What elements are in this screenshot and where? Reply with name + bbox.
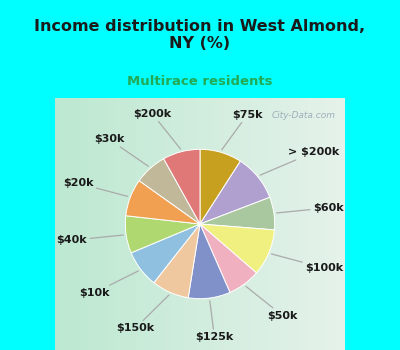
Text: $50k: $50k [246,286,298,321]
Wedge shape [200,224,274,273]
Text: $150k: $150k [116,295,169,333]
Text: $100k: $100k [272,254,343,273]
Wedge shape [154,224,200,298]
Wedge shape [126,181,200,224]
Text: $20k: $20k [63,178,128,196]
Text: Multirace residents: Multirace residents [127,75,273,89]
Text: $200k: $200k [133,109,180,149]
Wedge shape [139,159,200,224]
Wedge shape [200,197,275,230]
Text: Income distribution in West Almond,
NY (%): Income distribution in West Almond, NY (… [34,19,366,51]
Wedge shape [188,224,230,299]
Wedge shape [164,149,200,224]
Text: $75k: $75k [222,110,262,150]
Wedge shape [125,216,200,253]
Text: City-Data.com: City-Data.com [272,111,336,120]
Text: $10k: $10k [79,271,138,298]
Wedge shape [200,224,256,292]
Wedge shape [131,224,200,283]
Wedge shape [200,149,240,224]
Text: $30k: $30k [94,134,148,166]
Text: $40k: $40k [57,235,123,245]
Wedge shape [200,161,270,224]
Text: $60k: $60k [277,203,343,213]
Text: > $200k: > $200k [260,147,340,175]
Text: $125k: $125k [195,301,234,342]
